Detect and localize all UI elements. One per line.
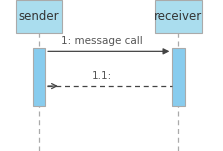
Text: 1.1:: 1.1: bbox=[92, 71, 112, 81]
Bar bbox=[33, 48, 45, 106]
Text: 1: message call: 1: message call bbox=[61, 36, 143, 46]
Text: receiver: receiver bbox=[154, 10, 202, 23]
Bar bbox=[172, 48, 185, 106]
Bar bbox=[16, 0, 62, 33]
Bar bbox=[155, 0, 202, 33]
Text: sender: sender bbox=[19, 10, 59, 23]
